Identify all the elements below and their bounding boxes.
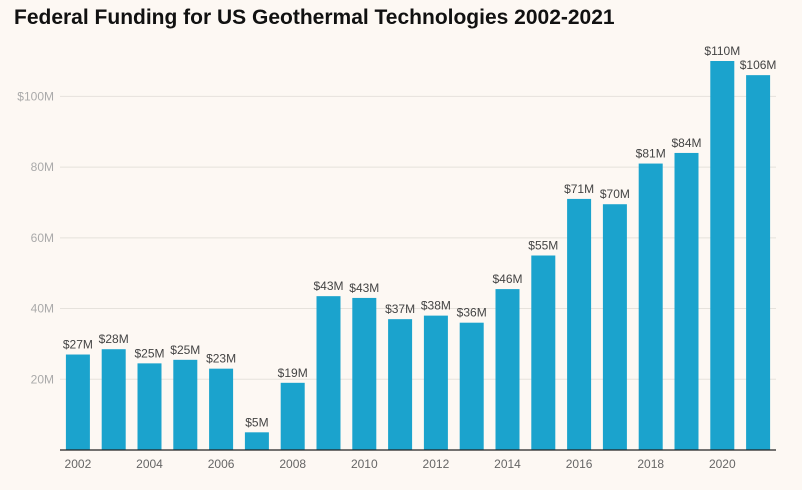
bar-value-label: $5M xyxy=(245,415,268,429)
bar xyxy=(65,354,90,450)
bar-value-label: $36M xyxy=(457,306,487,320)
bar-value-label: $25M xyxy=(134,346,164,360)
chart-title: Federal Funding for US Geothermal Techno… xyxy=(14,6,615,29)
y-tick-label: 20M xyxy=(31,372,54,386)
x-tick-label: 2004 xyxy=(136,457,163,471)
bar xyxy=(173,359,198,450)
x-tick-label: 2012 xyxy=(423,457,450,471)
x-tick-label: 2014 xyxy=(494,457,521,471)
bar xyxy=(531,255,556,450)
bar-value-label: $55M xyxy=(528,239,558,253)
bar xyxy=(495,289,520,450)
bar-value-label: $43M xyxy=(349,281,379,295)
bar-value-label: $38M xyxy=(421,299,451,313)
bar xyxy=(674,152,699,451)
bar xyxy=(388,319,413,450)
bar-value-label: $27M xyxy=(63,338,93,352)
x-tick-label: 2002 xyxy=(65,457,92,471)
bar xyxy=(710,61,735,450)
y-tick-label: 60M xyxy=(31,231,54,245)
bar-value-label: $25M xyxy=(170,343,200,357)
x-tick-label: 2020 xyxy=(709,457,736,471)
bar xyxy=(101,349,126,450)
x-axis-ticks: 2002 2004 2006 2008 2010 2012 2014 2016 2018 2020 xyxy=(65,457,736,471)
bar xyxy=(567,198,592,450)
bar-value-label: $23M xyxy=(206,352,236,366)
bar-value-label: $71M xyxy=(564,182,594,196)
y-tick-label: 80M xyxy=(31,160,54,174)
bar-value-label: $43M xyxy=(313,279,343,293)
bar-value-label: $84M xyxy=(671,136,701,150)
bar xyxy=(316,296,341,450)
bar xyxy=(746,75,771,451)
bar xyxy=(137,363,162,450)
y-tick-label: 40M xyxy=(31,302,54,316)
bar-value-label: $110M xyxy=(704,44,740,58)
bar xyxy=(244,432,269,450)
bar-value-label: $70M xyxy=(600,187,630,201)
data-labels-layer: $27M $28M $25M $25M $23M $5M $19M $43M $43M $37M $… xyxy=(63,44,777,429)
bar xyxy=(352,297,377,450)
bar-value-label: $19M xyxy=(278,366,308,380)
bar xyxy=(209,368,234,450)
bar xyxy=(602,204,627,450)
bar-value-label: $106M xyxy=(740,58,777,72)
bar xyxy=(423,315,448,450)
bar xyxy=(280,382,305,450)
x-tick-label: 2010 xyxy=(351,457,378,471)
bar xyxy=(459,322,484,450)
x-tick-label: 2016 xyxy=(566,457,593,471)
bars-layer xyxy=(65,61,771,451)
bar-value-label: $37M xyxy=(385,302,415,316)
x-tick-label: 2018 xyxy=(637,457,664,471)
x-tick-label: 2008 xyxy=(279,457,306,471)
x-tick-label: 2006 xyxy=(208,457,235,471)
bar xyxy=(638,163,663,450)
bar-value-label: $46M xyxy=(492,272,522,286)
y-tick-label: $100M xyxy=(17,89,54,103)
bar-value-label: $28M xyxy=(99,332,129,346)
bar-value-label: $81M xyxy=(636,147,666,161)
